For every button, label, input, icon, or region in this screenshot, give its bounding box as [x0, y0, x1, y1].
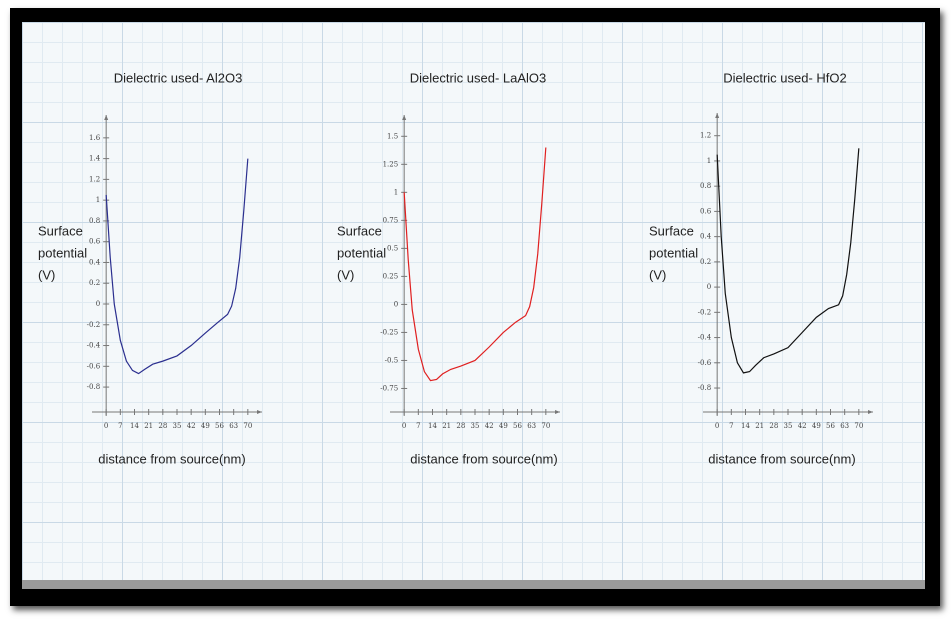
y-tick-label: 0 — [394, 300, 398, 308]
x-tick-label: 7 — [416, 422, 420, 430]
y-tick-label: 0.5 — [387, 244, 398, 252]
x-tick-label: 70 — [854, 422, 863, 430]
y-tick-label: 1.2 — [700, 132, 711, 140]
y-axis-label: potential — [38, 245, 87, 260]
x-tick-label: 35 — [784, 422, 793, 430]
y-tick-label: 0.4 — [700, 233, 712, 241]
x-axis-label: distance from source(nm) — [98, 451, 245, 466]
x-tick-label: 21 — [755, 422, 764, 430]
x-tick-label: 49 — [812, 422, 821, 430]
y-tick-label: 1 — [707, 157, 711, 165]
bottom-strip — [22, 580, 925, 589]
x-tick-label: 28 — [158, 422, 167, 430]
x-tick-label: 14 — [428, 422, 437, 430]
y-tick-label: 0.8 — [89, 217, 100, 225]
y-arrow — [402, 115, 407, 120]
y-tick-label: 1 — [394, 188, 398, 196]
data-line — [403, 147, 547, 382]
y-axis-label: Surface — [337, 223, 382, 238]
x-arrow — [868, 410, 873, 414]
x-tick-label: 56 — [215, 422, 224, 430]
x-tick-label: 21 — [442, 422, 451, 430]
y-tick-label: 0 — [707, 283, 711, 291]
y-tick-label: 1.4 — [89, 155, 101, 163]
y-tick-label: 0.6 — [89, 238, 101, 246]
grid-paper — [22, 22, 925, 582]
y-tick-label: -0.4 — [698, 334, 712, 342]
y-tick-label: -0.5 — [385, 356, 399, 364]
x-tick-label: 21 — [144, 422, 153, 430]
y-tick-label: 1.2 — [89, 175, 100, 183]
y-tick-label: 0.2 — [700, 258, 711, 266]
y-tick-label: -0.4 — [87, 342, 101, 350]
y-arrow — [715, 113, 720, 118]
x-tick-label: 63 — [527, 422, 536, 430]
x-tick-label: 70 — [243, 422, 252, 430]
x-axis-label: distance from source(nm) — [708, 451, 855, 466]
x-tick-label: 14 — [741, 422, 750, 430]
x-tick-label: 42 — [187, 422, 196, 430]
y-tick-label: 0.75 — [383, 216, 399, 224]
x-tick-label: 35 — [173, 422, 182, 430]
y-tick-label: -0.25 — [380, 328, 398, 336]
x-tick-label: 63 — [229, 422, 238, 430]
x-tick-label: 49 — [201, 422, 210, 430]
x-tick-label: 28 — [769, 422, 778, 430]
y-tick-label: 1 — [96, 196, 100, 204]
x-tick-label: 42 — [798, 422, 807, 430]
y-tick-label: -0.2 — [698, 308, 712, 316]
y-axis-label: (V) — [337, 267, 354, 282]
y-tick-label: -0.2 — [87, 321, 101, 329]
y-tick-label: -0.6 — [87, 362, 101, 370]
y-axis-label: (V) — [649, 267, 666, 282]
x-tick-label: 14 — [130, 422, 139, 430]
x-tick-label: 35 — [471, 422, 480, 430]
y-tick-label: 0 — [96, 300, 100, 308]
chart-title: Dielectric used- HfO2 — [723, 70, 847, 85]
x-tick-label: 56 — [513, 422, 522, 430]
y-axis-label: (V) — [38, 267, 55, 282]
x-arrow — [555, 410, 560, 414]
y-tick-label: -0.75 — [380, 384, 398, 392]
y-tick-label: 0.25 — [383, 272, 399, 280]
y-tick-label: 1.5 — [387, 132, 398, 140]
x-tick-label: 42 — [485, 422, 494, 430]
x-tick-label: 7 — [729, 422, 733, 430]
y-axis-label: potential — [649, 245, 698, 260]
x-tick-label: 0 — [104, 422, 108, 430]
x-axis-label: distance from source(nm) — [410, 451, 557, 466]
y-tick-label: 0.4 — [89, 258, 101, 266]
data-line — [716, 148, 860, 374]
chart-title: Dielectric used- Al2O3 — [114, 70, 243, 85]
x-tick-label: 28 — [456, 422, 465, 430]
y-tick-label: -0.8 — [698, 384, 712, 392]
x-tick-label: 63 — [840, 422, 849, 430]
y-tick-label: -0.8 — [87, 383, 101, 391]
x-tick-label: 0 — [715, 422, 719, 430]
y-arrow — [104, 115, 109, 120]
y-axis-label: potential — [337, 245, 386, 260]
data-line — [105, 158, 249, 375]
y-axis-label: Surface — [649, 223, 694, 238]
y-tick-label: 0.6 — [700, 207, 712, 215]
x-tick-label: 49 — [499, 422, 508, 430]
y-axis-label: Surface — [38, 223, 83, 238]
y-tick-label: 0.2 — [89, 279, 100, 287]
x-tick-label: 56 — [826, 422, 835, 430]
y-tick-label: 0.8 — [700, 182, 711, 190]
x-arrow — [257, 410, 262, 414]
y-tick-label: 1.6 — [89, 134, 101, 142]
y-tick-label: -0.6 — [698, 359, 712, 367]
x-tick-label: 0 — [402, 422, 406, 430]
x-tick-label: 7 — [118, 422, 122, 430]
y-tick-label: 1.25 — [383, 160, 399, 168]
chart-title: Dielectric used- LaAlO3 — [410, 70, 547, 85]
x-tick-label: 70 — [541, 422, 550, 430]
